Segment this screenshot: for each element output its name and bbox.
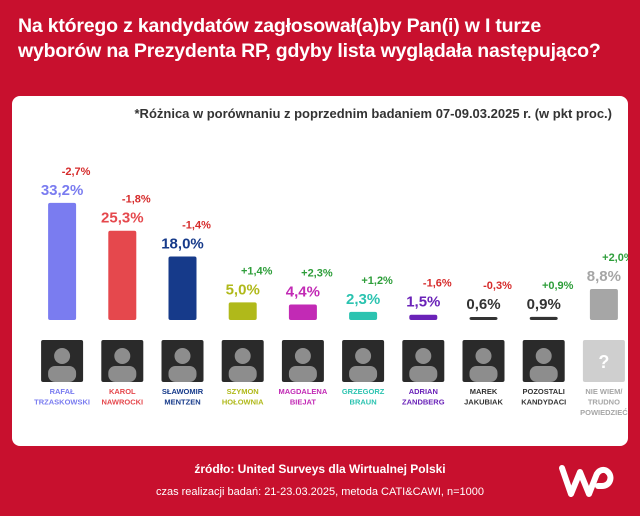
person-head-icon xyxy=(54,348,71,364)
chart-card: *Różnica w porównaniu z poprzednim badan… xyxy=(12,96,628,446)
person-head-icon xyxy=(355,348,372,364)
candidate-name: SZYMON xyxy=(227,387,259,396)
person-body-icon xyxy=(349,366,378,382)
bar xyxy=(409,314,438,320)
change-label: +0,9% xyxy=(542,280,574,292)
change-label: -2,7% xyxy=(62,166,91,178)
change-label: +2,0% xyxy=(602,252,628,264)
person-head-icon xyxy=(234,348,251,364)
change-label: +1,4% xyxy=(241,265,273,277)
candidate-name: BIEJAT xyxy=(290,398,317,407)
chart-title: Na którego z kandydatów zagłosował(a)by … xyxy=(18,15,601,62)
person-head-icon xyxy=(294,348,311,364)
candidate-name: KANDYDACI xyxy=(521,398,566,407)
wp-logo xyxy=(559,465,614,497)
value-label: 8,8% xyxy=(587,268,621,285)
candidate-name: POWIEDZIEĆ xyxy=(580,408,628,417)
footer: źródło: United Surveys dla Wirtualnej Po… xyxy=(0,462,640,498)
value-label: 4,4% xyxy=(286,283,320,300)
change-label: -1,8% xyxy=(122,194,151,206)
change-label: +2,3% xyxy=(301,267,333,279)
bar xyxy=(168,256,197,320)
candidate-name: MENTZEN xyxy=(164,398,200,407)
candidate-name: MAREK xyxy=(470,387,498,396)
person-head-icon xyxy=(475,348,492,364)
value-label: 33,2% xyxy=(41,182,84,199)
bar xyxy=(288,304,317,320)
change-label: -1,4% xyxy=(182,219,211,231)
candidate-name: KAROL xyxy=(109,387,136,396)
candidate-name: RAFAŁ xyxy=(50,387,75,396)
candidate-name: NIE WIEM/ xyxy=(585,387,623,396)
bar xyxy=(349,311,378,320)
value-label: 0,9% xyxy=(527,296,561,313)
candidate-name: SŁAWOMIR xyxy=(162,387,204,396)
person-body-icon xyxy=(288,366,317,382)
person-body-icon xyxy=(409,366,438,382)
change-label: +1,2% xyxy=(361,275,393,287)
value-label: 0,6% xyxy=(466,296,500,313)
candidate-name: GRZEGORZ xyxy=(342,387,385,396)
bar xyxy=(108,230,137,320)
candidate-name: ADRIAN xyxy=(409,387,438,396)
candidate-name: MAGDALENA xyxy=(279,387,328,396)
person-body-icon xyxy=(469,366,498,382)
change-label: -0,3% xyxy=(483,280,512,292)
candidate-name: ZANDBERG xyxy=(402,398,445,407)
candidate-name: JAKUBIAK xyxy=(464,398,503,407)
value-label: 1,5% xyxy=(406,294,440,311)
person-body-icon xyxy=(108,366,137,382)
bar xyxy=(469,317,498,320)
bar xyxy=(48,202,77,320)
person-head-icon xyxy=(114,348,131,364)
person-head-icon xyxy=(415,348,432,364)
value-label: 18,0% xyxy=(161,235,204,252)
change-label: -1,6% xyxy=(423,278,452,290)
unknown-icon: ? xyxy=(598,352,609,372)
value-label: 5,0% xyxy=(226,281,260,298)
value-label: 2,3% xyxy=(346,291,380,308)
source-text: źródło: United Surveys dla Wirtualnej Po… xyxy=(194,462,446,476)
bar xyxy=(589,288,618,320)
person-head-icon xyxy=(174,348,191,364)
person-head-icon xyxy=(535,348,552,364)
candidate-name: POZOSTALI xyxy=(523,387,565,396)
bar-chart: 33,2% -2,7% RAFAŁ TRZASKOWSKI 25,3% -1,8% KARO… xyxy=(34,166,628,417)
person-body-icon xyxy=(228,366,257,382)
candidate-name: TRZASKOWSKI xyxy=(34,398,90,407)
person-body-icon xyxy=(168,366,197,382)
bar xyxy=(529,316,558,320)
value-label: 25,3% xyxy=(101,210,144,227)
candidate-name: TRUDNO xyxy=(588,398,620,407)
candidate-name: BRAUN xyxy=(350,398,377,407)
survey-meta-text: czas realizacji badań: 21-23.03.2025, me… xyxy=(155,486,485,498)
bar xyxy=(228,302,257,320)
candidate-name: NAWROCKI xyxy=(101,398,143,407)
person-body-icon xyxy=(529,366,558,382)
change-note: *Różnica w porównaniu z poprzednim badan… xyxy=(134,106,613,121)
person-body-icon xyxy=(48,366,77,382)
candidate-photo xyxy=(582,340,625,382)
candidate-name: HOŁOWNIA xyxy=(222,398,264,407)
